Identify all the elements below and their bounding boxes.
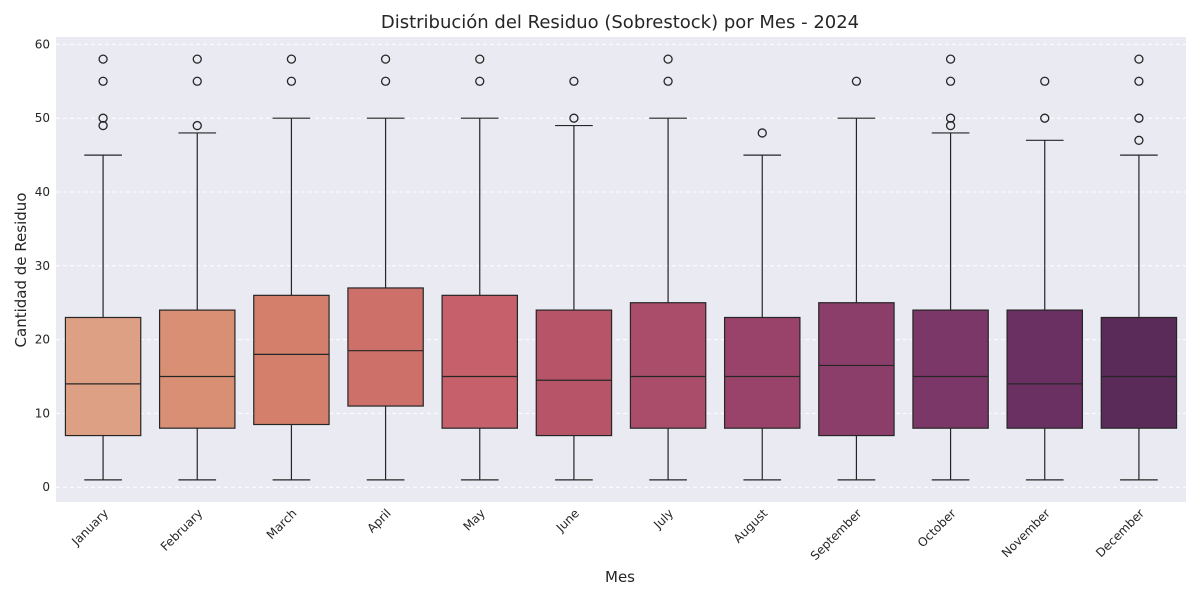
outlier-point	[1134, 54, 1144, 64]
outlier-point	[1134, 135, 1144, 145]
outlier-point	[1134, 113, 1144, 123]
iqr-box	[723, 316, 801, 429]
box-march	[253, 54, 330, 481]
x-tick-label: December	[1093, 506, 1147, 560]
iqr-box	[64, 316, 142, 437]
outlier-point	[380, 76, 391, 86]
x-tick-label: June	[553, 506, 582, 535]
iqr-box	[253, 294, 330, 426]
x-tick-label: February	[158, 506, 206, 554]
box-august	[723, 128, 801, 481]
plot-area	[56, 37, 1186, 502]
x-tick-label: September	[808, 506, 865, 563]
chart-title: Distribución del Residuo (Sobrestock) po…	[381, 12, 859, 33]
outlier-point	[192, 120, 202, 131]
outlier-point	[475, 54, 485, 64]
outlier-point	[945, 54, 956, 64]
outlier-point	[192, 76, 202, 86]
boxes	[64, 54, 1178, 481]
iqr-box	[347, 287, 424, 407]
y-axis-label: Cantidad de Residuo	[12, 193, 30, 348]
box-october	[912, 54, 989, 481]
y-tick-label: 20	[35, 333, 50, 347]
x-tick-label: March	[264, 506, 300, 542]
y-tick-label: 10	[35, 406, 50, 420]
outlier-point	[1040, 76, 1050, 86]
y-tick-label: 40	[35, 185, 50, 199]
y-tick-label: 50	[35, 111, 50, 125]
iqr-box	[818, 302, 895, 437]
outlier-point	[98, 76, 108, 86]
outlier-point	[1040, 113, 1050, 123]
outlier-point	[945, 76, 956, 86]
x-tick-label: July	[650, 506, 676, 532]
box-september	[818, 76, 895, 481]
outlier-point	[663, 54, 673, 64]
outlier-point	[98, 54, 108, 64]
y-tick-label: 60	[35, 37, 50, 51]
outlier-point	[1134, 76, 1144, 86]
box-april	[347, 54, 424, 481]
x-tick-label: August	[731, 506, 771, 546]
outlier-point	[945, 113, 956, 123]
iqr-box	[158, 309, 236, 429]
iqr-box	[1100, 316, 1178, 429]
outlier-point	[757, 128, 767, 138]
x-axis-ticks: January February March April May June July Augu…	[68, 506, 1147, 563]
box-may	[441, 54, 519, 481]
x-tick-label: May	[460, 506, 487, 533]
x-tick-label: November	[999, 506, 1053, 560]
box-november	[1006, 76, 1084, 481]
outlier-point	[192, 54, 202, 64]
box-january	[64, 54, 142, 481]
x-axis-label: Mes	[605, 568, 635, 586]
outlier-point	[569, 76, 579, 86]
outlier-point	[475, 76, 485, 86]
grid-lines	[56, 43, 1186, 488]
outlier-point	[380, 54, 391, 64]
outlier-point	[98, 113, 108, 123]
iqr-box	[912, 309, 989, 429]
iqr-box	[441, 294, 519, 429]
outlier-point	[286, 76, 297, 86]
x-tick-label: April	[364, 506, 393, 535]
y-tick-label: 30	[35, 259, 50, 273]
outlier-point	[286, 54, 297, 64]
outlier-point	[851, 76, 862, 86]
box-december	[1100, 54, 1178, 481]
y-axis-ticks: 0 10 20 30 40 50 60	[35, 37, 50, 494]
iqr-box	[629, 302, 707, 429]
box-february	[158, 54, 236, 481]
iqr-box	[535, 309, 613, 437]
y-tick-label: 0	[42, 480, 50, 494]
outlier-point	[569, 113, 579, 123]
box-july	[629, 54, 707, 481]
outlier-point	[663, 76, 673, 86]
iqr-box	[1006, 309, 1084, 429]
x-tick-label: January	[68, 506, 111, 549]
x-tick-label: October	[915, 506, 959, 550]
box-june	[535, 76, 613, 481]
